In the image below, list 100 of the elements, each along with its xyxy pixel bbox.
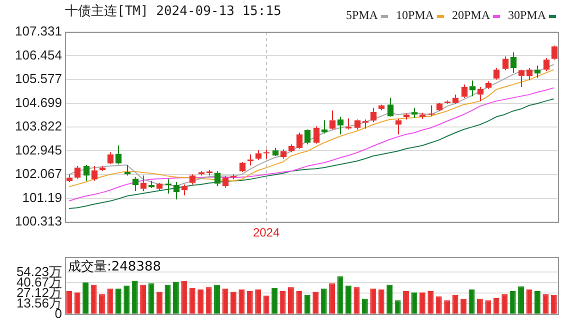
candlestick [518, 70, 525, 88]
bar [542, 294, 549, 314]
bar [156, 292, 162, 314]
legend-label: 10PMA [396, 8, 435, 23]
candlestick [345, 118, 352, 130]
bar [296, 290, 302, 314]
bar [428, 290, 434, 314]
candlestick [378, 104, 385, 111]
candlestick [230, 174, 237, 180]
bar [502, 294, 508, 314]
bar [476, 298, 483, 314]
candlestick [288, 144, 295, 153]
candlestick [403, 113, 410, 120]
candlestick [534, 65, 541, 78]
bar [198, 289, 204, 314]
bar [370, 288, 376, 314]
bar [386, 284, 393, 314]
candlestick [387, 97, 394, 116]
y-tick-label: 100.313 [15, 214, 62, 229]
bar [99, 294, 105, 314]
candlestick [296, 132, 303, 150]
candlestick [91, 166, 98, 182]
bar [181, 280, 188, 314]
y-tick-label: 106.454 [15, 47, 62, 62]
candlestick [370, 107, 377, 123]
bar [115, 288, 122, 314]
candlestick [247, 154, 254, 166]
bar [534, 290, 540, 314]
legend-label: 5PMA [346, 8, 379, 23]
candlestick [329, 110, 336, 130]
candlestick [239, 161, 246, 172]
y-tick-label: 105.577 [15, 71, 62, 86]
bar [132, 280, 138, 314]
legend-label: 30PMA [508, 8, 547, 23]
bar [550, 294, 557, 314]
candlestick [354, 118, 361, 130]
bar [378, 289, 384, 314]
y-tick-label: 101.19 [22, 190, 62, 205]
bar [493, 298, 500, 314]
candlestick [502, 56, 509, 71]
candlestick [214, 170, 221, 187]
bar [362, 298, 368, 314]
candlestick [148, 180, 155, 188]
candlestick [140, 175, 147, 192]
candlestick [436, 104, 443, 112]
candlestick [395, 118, 402, 135]
candlestick [510, 52, 517, 74]
y-tick-label: 102.945 [15, 142, 62, 158]
bar [82, 282, 88, 314]
bar [124, 286, 130, 314]
bar [230, 292, 236, 314]
bar [460, 298, 466, 314]
candlestick [469, 80, 476, 97]
candlestick [543, 58, 550, 72]
bar [312, 292, 319, 314]
bar [288, 287, 294, 314]
candlestick [263, 149, 270, 160]
bar [263, 296, 270, 314]
candlestick [526, 68, 533, 81]
candlestick [362, 118, 369, 130]
bar [66, 290, 72, 314]
candlestick [280, 149, 287, 160]
candlestick [493, 68, 500, 80]
bar [238, 289, 245, 314]
bar [346, 286, 352, 314]
bar [272, 288, 278, 314]
bar [419, 292, 426, 314]
annotation: 成交量:248388 [68, 258, 162, 275]
y-tick-label: 107.331 [15, 24, 62, 39]
candlestick [74, 166, 81, 180]
candlestick [313, 126, 320, 144]
candlestick [321, 120, 328, 134]
bar [510, 290, 516, 314]
candlestick [99, 166, 106, 172]
candlestick [107, 152, 114, 165]
bar [107, 288, 114, 314]
bar [172, 282, 179, 314]
candlestick [173, 182, 180, 200]
candlestick [428, 104, 435, 117]
y-tick-label: 102.067 [15, 166, 62, 182]
y-tick-label: 104.699 [15, 94, 62, 110]
candlestick [132, 176, 139, 192]
candlestick [419, 112, 426, 120]
chart-title: 十债主连[TM] 2024-09-13 15:15 [65, 3, 282, 20]
bar [354, 287, 360, 314]
bar [444, 300, 450, 314]
bar [320, 288, 327, 314]
candlestick [452, 94, 459, 104]
candlestick [181, 184, 188, 196]
bar [329, 283, 335, 314]
bar [74, 292, 80, 314]
candlestick [222, 176, 229, 188]
bar [255, 289, 262, 314]
legend-label: 20PMA [452, 8, 491, 23]
bar [403, 290, 409, 314]
candlestick [206, 170, 213, 176]
x-tick-label: 2024 [252, 226, 280, 240]
candlestick [115, 144, 122, 165]
candlestick [461, 84, 468, 98]
bar [485, 300, 492, 314]
